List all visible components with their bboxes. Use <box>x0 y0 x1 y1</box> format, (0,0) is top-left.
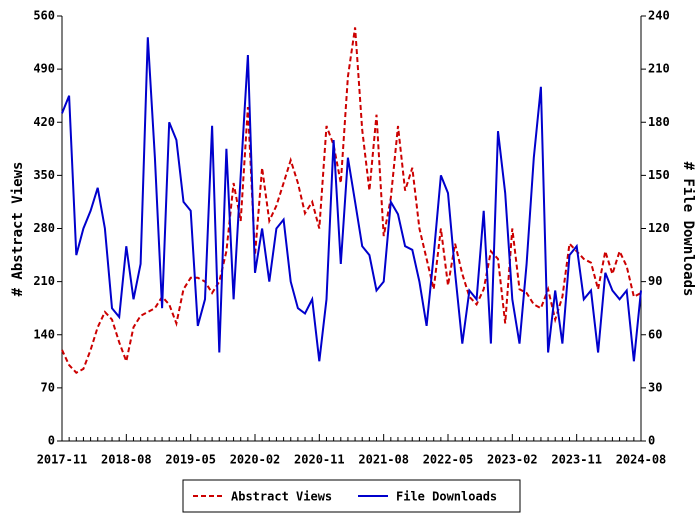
y-tick-label: 350 <box>33 168 55 182</box>
y-axis-label: # Abstract Views <box>10 162 26 297</box>
x-tick-label: 2024-08 <box>616 453 667 467</box>
legend-label: File Downloads <box>396 490 497 504</box>
y-tick-label: 140 <box>33 327 55 341</box>
series-line <box>61 37 642 362</box>
x-tick-label: 2020-02 <box>230 453 281 467</box>
x-tick-label: 2023-02 <box>487 453 538 467</box>
y2-tick-label: 120 <box>648 221 670 235</box>
x-tick-label: 2018-08 <box>101 453 152 467</box>
y-tick-label: 280 <box>33 221 55 235</box>
x-tick-label: 2022-05 <box>423 453 474 467</box>
y2-tick-label: 0 <box>648 434 655 448</box>
y2-tick-label: 150 <box>648 168 670 182</box>
y-tick-label: 560 <box>33 9 55 23</box>
series-line <box>61 27 642 374</box>
legend-box <box>182 479 521 513</box>
y-tick-label: 490 <box>33 62 55 76</box>
y2-tick-label: 240 <box>648 9 670 23</box>
y2-tick-label: 30 <box>648 380 662 394</box>
x-tick-label: 2023-11 <box>551 453 602 467</box>
x-tick-label: 2019-05 <box>165 453 216 467</box>
y2-tick-label: 60 <box>648 327 662 341</box>
y2-tick-label: 90 <box>648 274 662 288</box>
x-tick-label: 2017-11 <box>37 453 88 467</box>
y2-tick-label: 180 <box>648 115 670 129</box>
y2-tick-label: 210 <box>648 62 670 76</box>
legend-label: Abstract Views <box>231 490 332 504</box>
y-tick-label: 420 <box>33 115 55 129</box>
y-tick-label: 0 <box>48 434 55 448</box>
x-tick-label: 2020-11 <box>294 453 345 467</box>
x-tick-label: 2021-08 <box>358 453 409 467</box>
y2-axis-label: # File Downloads <box>680 162 695 297</box>
y-tick-label: 70 <box>41 380 55 394</box>
y-tick-label: 210 <box>33 274 55 288</box>
